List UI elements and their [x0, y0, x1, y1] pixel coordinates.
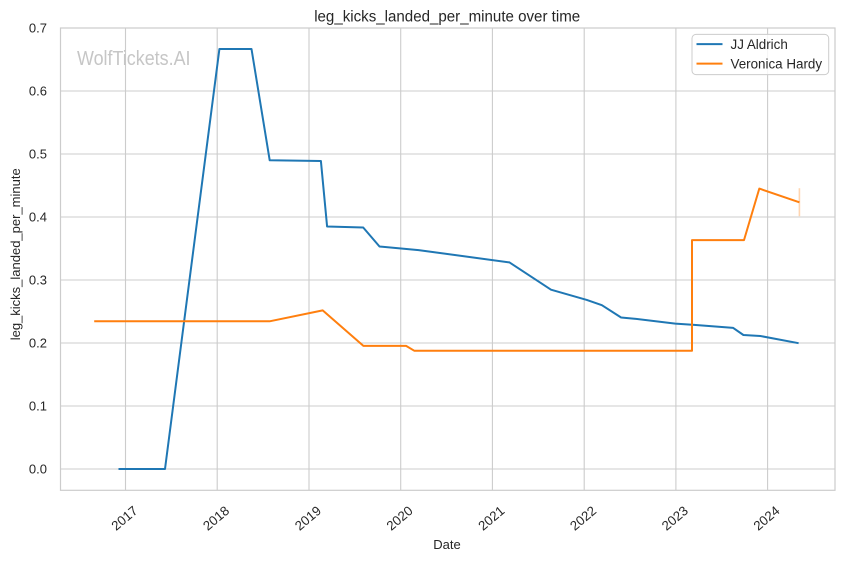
- svg-text:Veronica Hardy: Veronica Hardy: [731, 56, 823, 71]
- svg-text:2024: 2024: [750, 503, 782, 533]
- svg-text:0.0: 0.0: [29, 462, 47, 477]
- svg-text:2023: 2023: [659, 503, 691, 533]
- svg-text:2022: 2022: [567, 503, 599, 533]
- svg-text:2020: 2020: [384, 503, 416, 533]
- svg-text:2021: 2021: [475, 503, 507, 533]
- svg-text:WolfTickets.AI: WolfTickets.AI: [77, 47, 191, 70]
- svg-text:0.2: 0.2: [29, 336, 47, 351]
- svg-text:0.6: 0.6: [29, 84, 47, 99]
- svg-text:0.7: 0.7: [29, 21, 47, 36]
- svg-text:2018: 2018: [200, 503, 232, 533]
- svg-text:2017: 2017: [108, 503, 140, 533]
- svg-text:0.1: 0.1: [29, 399, 47, 414]
- svg-text:0.4: 0.4: [29, 210, 47, 225]
- svg-text:leg_kicks_landed_per_minute ov: leg_kicks_landed_per_minute over time: [314, 9, 580, 26]
- svg-text:leg_kicks_landed_per_minute: leg_kicks_landed_per_minute: [8, 168, 23, 340]
- svg-text:0.5: 0.5: [29, 147, 47, 162]
- svg-text:0.3: 0.3: [29, 273, 47, 288]
- svg-text:Date: Date: [433, 537, 460, 552]
- svg-text:JJ Aldrich: JJ Aldrich: [731, 37, 788, 52]
- svg-text:2019: 2019: [292, 503, 324, 533]
